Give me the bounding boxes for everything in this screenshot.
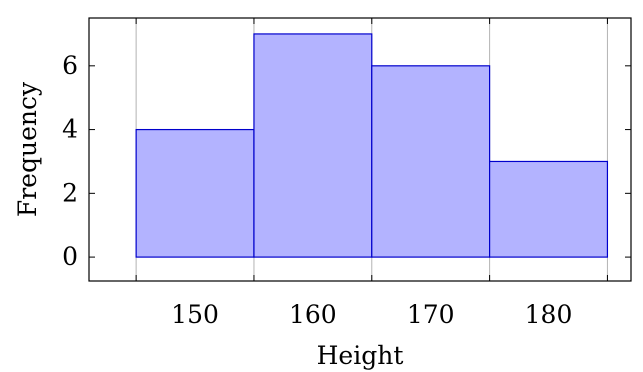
- bars-layer: [135, 33, 609, 258]
- x-tick-label: 180: [525, 300, 573, 329]
- y-axis-label: Frequency: [13, 81, 42, 217]
- histogram-bar: [135, 128, 255, 258]
- x-tick-label: 150: [171, 300, 219, 329]
- histogram-bar: [371, 65, 491, 258]
- histogram-bar: [489, 160, 609, 258]
- y-tick-label: 4: [62, 115, 78, 144]
- y-tick-label: 2: [62, 178, 78, 207]
- x-tick-label: 170: [407, 300, 455, 329]
- x-tick-label: 160: [289, 300, 337, 329]
- y-tick-label: 6: [62, 51, 78, 80]
- y-tick-label: 0: [62, 242, 78, 271]
- histogram-bar: [253, 33, 373, 258]
- x-axis-label: Height: [317, 341, 404, 370]
- plot-frame: [88, 17, 632, 282]
- ticks-layer: 150 160 170 180 0 2 4 6: [62, 18, 631, 329]
